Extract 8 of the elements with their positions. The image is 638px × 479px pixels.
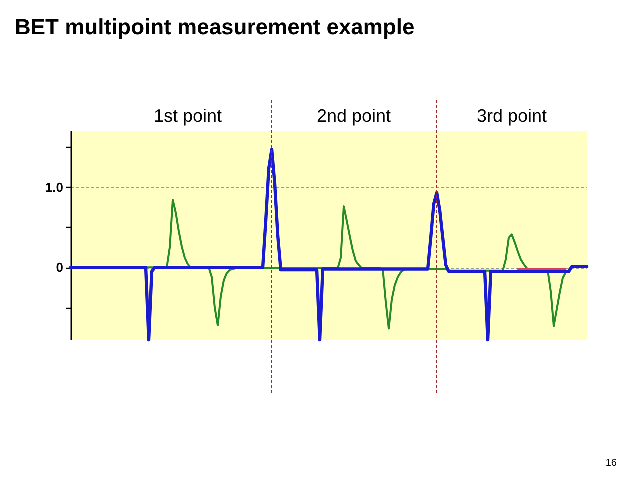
text: 16 <box>606 458 618 469</box>
y-tick-label: 1.0 <box>45 180 64 195</box>
line-series <box>69 148 589 342</box>
y-tick-label: 0 <box>56 260 64 276</box>
text: 3rd point <box>476 106 548 126</box>
text: 1st point <box>154 106 222 126</box>
text: 2nd point <box>316 106 392 126</box>
chart-title: BET multipoint measurement example <box>15 14 415 40</box>
